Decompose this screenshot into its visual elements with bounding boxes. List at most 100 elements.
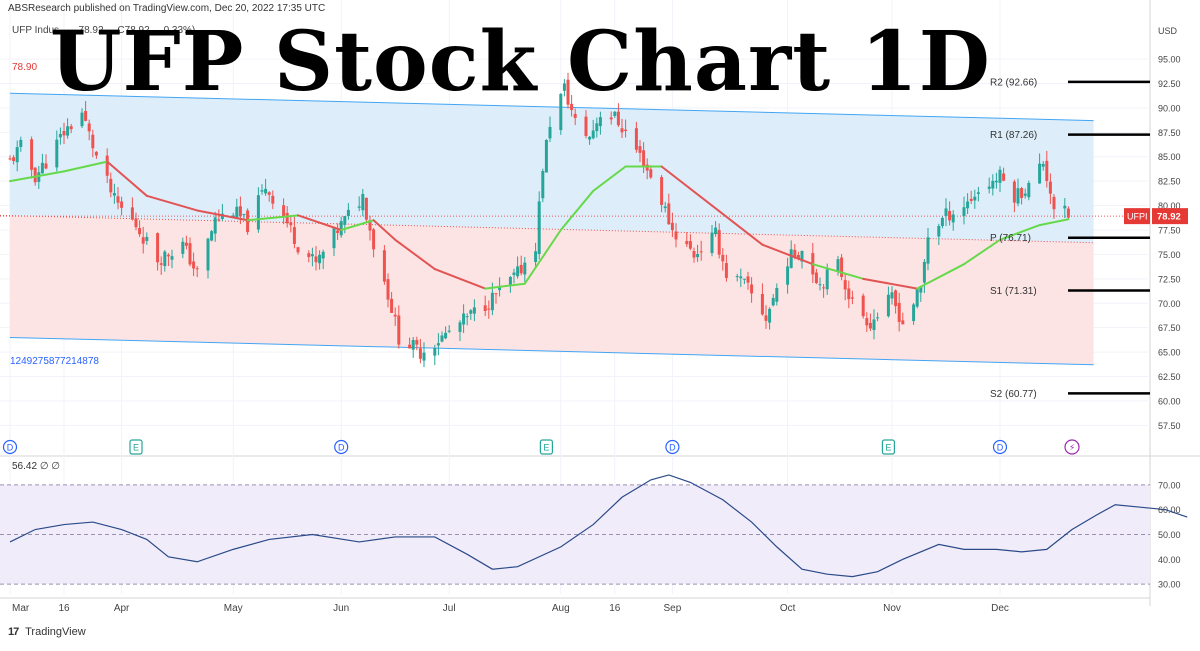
candle-body — [699, 251, 703, 253]
candle-body — [814, 272, 818, 284]
candle-body — [534, 251, 538, 263]
candle-body — [109, 178, 113, 193]
moving-average-segment — [145, 194, 199, 212]
earnings-marker-label: E — [133, 443, 139, 453]
candle-body — [523, 262, 527, 275]
candle-body — [462, 313, 466, 325]
moving-average-segment — [246, 214, 299, 222]
candle-body — [469, 310, 473, 314]
candle-body — [192, 261, 196, 269]
pivot-label: S1 (71.31) — [990, 286, 1037, 297]
tradingview-footer[interactable]: 17 TradingView — [8, 626, 86, 638]
last-price-tag-label: 78.92 — [1157, 212, 1181, 223]
candle-body — [235, 206, 239, 218]
candle-body — [940, 217, 944, 226]
candle-body — [271, 195, 275, 204]
candle-body — [735, 276, 739, 278]
candle-body — [717, 229, 721, 255]
candle-body — [847, 288, 851, 300]
candle-body — [382, 250, 386, 282]
candle-body — [346, 209, 350, 217]
candle-body — [84, 110, 88, 121]
candle-body — [37, 172, 41, 182]
time-tick-label: Oct — [780, 603, 796, 614]
candle-body — [130, 207, 134, 220]
candle-body — [948, 210, 952, 221]
dividend-marker — [992, 439, 1008, 455]
candle-body — [12, 157, 16, 161]
candle-body — [786, 266, 790, 285]
candle-body — [44, 163, 48, 169]
candle-body — [724, 263, 728, 278]
candle-body — [206, 238, 210, 271]
candle-body — [188, 243, 192, 265]
dividend-marker-label: D — [669, 443, 676, 453]
candle-body — [181, 241, 185, 254]
candle-body — [120, 201, 124, 208]
candle-body — [436, 343, 440, 346]
price-tick-label: 75.00 — [1158, 250, 1181, 260]
pivot-label: R1 (87.26) — [990, 130, 1037, 141]
candle-body — [998, 169, 1002, 183]
channel-lower-fill — [10, 215, 1094, 365]
dividend-marker — [334, 439, 349, 455]
symbol-ohlc-line: UFP Indus ... , 78.92 ... C78.92 ... 0.3… — [12, 25, 196, 36]
candle-body — [415, 340, 419, 345]
left-price-tag: 78.90 — [12, 62, 38, 73]
earnings-marker — [539, 439, 554, 455]
candle-body — [919, 286, 923, 293]
channel-middle-line — [0, 214, 1094, 244]
candle-body — [584, 116, 588, 137]
candle-body — [1020, 188, 1024, 198]
price-tick-label: 95.00 — [1158, 55, 1181, 65]
channel-upper-line — [9, 92, 1094, 122]
candle-body — [645, 164, 649, 171]
candle-body — [674, 231, 678, 240]
time-tick-label: Mar — [12, 603, 30, 614]
earnings-marker-label: E — [885, 443, 891, 453]
candle-body — [159, 263, 163, 265]
candle-body — [1052, 196, 1056, 210]
candle-body — [966, 201, 970, 209]
candle-body — [1023, 193, 1027, 196]
rsi-value-label: 56.42 ∅ ∅ — [12, 461, 60, 472]
candle-body — [890, 292, 894, 299]
candle-body — [796, 255, 800, 260]
candle-body — [926, 237, 930, 264]
candle-body — [991, 180, 995, 189]
candle-body — [390, 298, 394, 313]
candle-body — [458, 322, 462, 332]
candle-body — [742, 278, 746, 280]
candle-body — [94, 151, 98, 156]
candle-body — [483, 305, 487, 312]
publisher-credit: ABSResearch published on TradingView.com… — [8, 3, 326, 14]
candle-body — [1002, 173, 1006, 181]
moving-average-segment — [916, 263, 965, 290]
candle-body — [15, 147, 19, 163]
candle-body — [1048, 181, 1052, 194]
candle-body — [634, 128, 638, 150]
candle-body — [519, 264, 523, 274]
rsi-line — [9, 474, 1188, 578]
moving-average-segment — [963, 238, 1001, 266]
price-tick-label: 57.50 — [1158, 421, 1181, 431]
candle-body — [649, 169, 653, 178]
time-tick-label: Aug — [552, 603, 570, 614]
price-tick-label: 87.50 — [1158, 128, 1181, 138]
candle-body — [541, 171, 545, 199]
tradingview-brand: TradingView — [25, 626, 86, 638]
candle-body — [62, 131, 66, 136]
candle-body — [238, 206, 242, 217]
candle-body — [264, 188, 268, 194]
candle-body — [260, 190, 264, 192]
candle-body — [8, 158, 12, 160]
news-marker — [1064, 439, 1080, 455]
candle-body — [210, 231, 214, 241]
moving-average-segment — [761, 243, 814, 266]
candle-body — [570, 103, 574, 111]
moving-average-segment — [660, 165, 713, 207]
candle-body — [112, 193, 116, 196]
moving-average-segment — [811, 263, 865, 280]
candle-body — [444, 332, 448, 339]
